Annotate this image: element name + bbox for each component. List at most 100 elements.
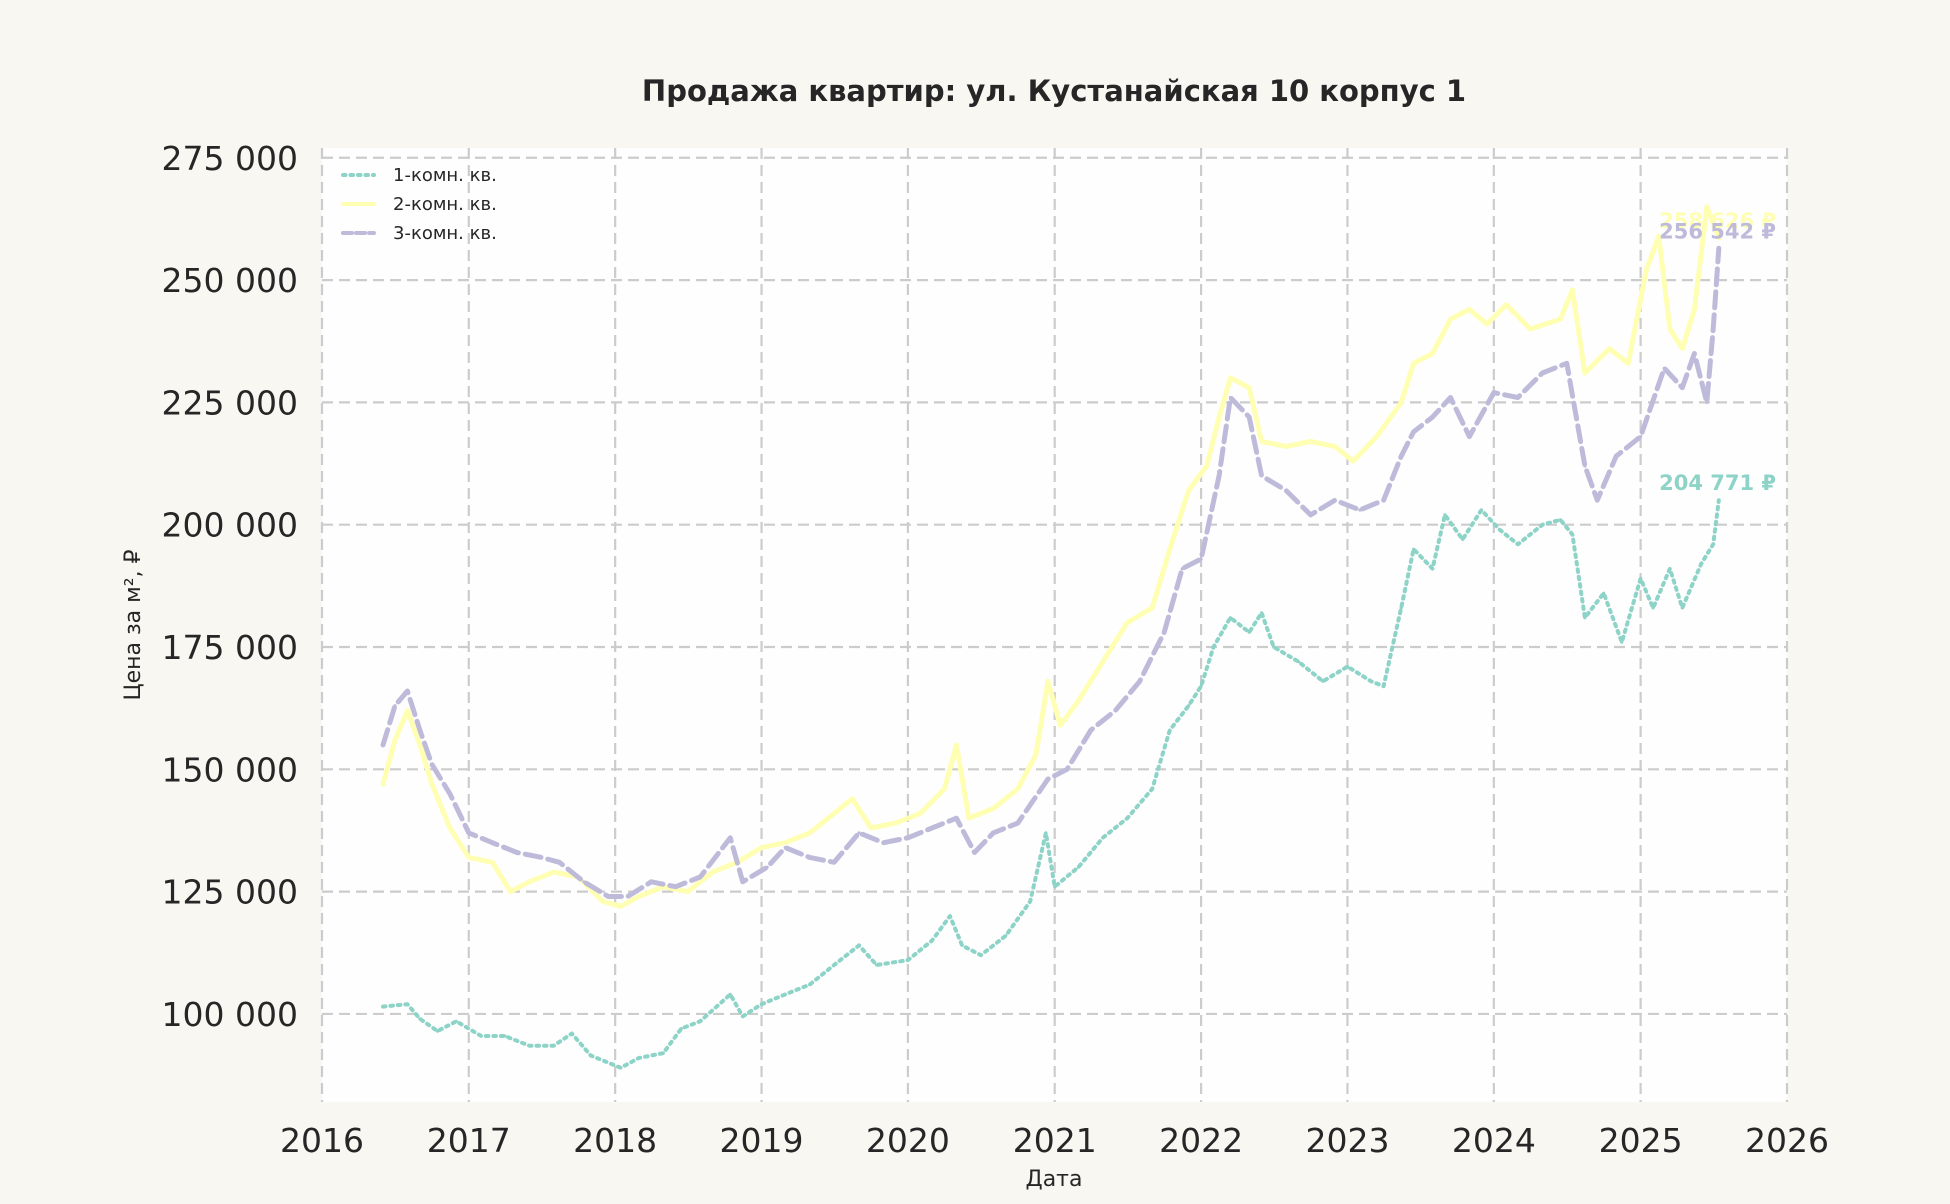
- data-point: [1595, 498, 1599, 502]
- data-point: [1583, 371, 1587, 375]
- data-point: [1046, 679, 1050, 683]
- data-point: [967, 816, 971, 820]
- x-tick-label: 2022: [1159, 1121, 1243, 1160]
- data-point: [1448, 317, 1453, 321]
- data-point: [1492, 391, 1496, 395]
- legend-item: 3-комн. кв.: [341, 223, 497, 244]
- x-tick-label: 2018: [573, 1121, 657, 1160]
- data-point: [1345, 665, 1350, 669]
- legend-item: 1-комн. кв.: [341, 165, 497, 186]
- y-tick-label: 150 000: [162, 750, 298, 789]
- data-point: [1717, 498, 1721, 502]
- y-tick-label: 200 000: [162, 506, 298, 545]
- data-point: [1639, 576, 1643, 581]
- x-axis-label: Дата: [1026, 1167, 1083, 1192]
- data-point: [1412, 547, 1416, 551]
- data-point: [1565, 361, 1569, 365]
- data-point: [1558, 317, 1562, 321]
- data-point: [1461, 537, 1465, 542]
- data-point: [430, 762, 434, 767]
- data-point: [454, 1019, 458, 1023]
- data-point: [1711, 542, 1715, 546]
- data-point: [557, 860, 562, 864]
- data-point: [1668, 567, 1672, 571]
- data-point: [1113, 709, 1117, 713]
- y-tick-label: 250 000: [162, 261, 298, 300]
- series-3: [380, 245, 1722, 899]
- data-point: [1570, 532, 1574, 537]
- data-point: [527, 1044, 531, 1048]
- y-tick-label: 275 000: [162, 139, 298, 178]
- data-point: [1076, 865, 1080, 869]
- data-point: [728, 836, 732, 840]
- data-point: [918, 811, 923, 816]
- series-1: [381, 498, 1721, 1070]
- data-point: [1516, 542, 1520, 546]
- data-point: [381, 782, 385, 786]
- legend-label: 3-комн. кв.: [393, 223, 497, 244]
- data-point: [832, 963, 836, 967]
- data-point: [942, 787, 947, 791]
- x-tick-label: 2021: [1013, 1121, 1097, 1160]
- data-point: [1150, 787, 1154, 791]
- x-axis-ticks: 2016 2017 2018 2019 2020 2021 2022 2023 2024 2025…: [280, 1121, 1829, 1160]
- data-point: [1358, 508, 1362, 512]
- data-point: [741, 880, 745, 884]
- data-point: [906, 958, 910, 962]
- data-point: [539, 855, 544, 860]
- data-point: [1044, 831, 1048, 835]
- data-point: [741, 1014, 745, 1019]
- y-tick-label: 225 000: [162, 383, 298, 422]
- data-point: [1467, 435, 1471, 439]
- data-point: [1162, 630, 1166, 634]
- data-point: [619, 904, 623, 908]
- data-point: [1296, 660, 1301, 664]
- data-point: [1443, 513, 1447, 517]
- data-point: [808, 855, 812, 860]
- data-point: [1247, 630, 1251, 634]
- data-point: [1217, 474, 1221, 478]
- data-point: [1211, 645, 1216, 649]
- y-tick-label: 125 000: [162, 873, 298, 912]
- legend-item: 2-комн. кв.: [341, 194, 497, 215]
- data-point: [661, 1051, 665, 1055]
- data-point: [728, 992, 732, 997]
- data-point: [1260, 474, 1264, 478]
- data-point: [1382, 498, 1386, 502]
- data-point: [503, 1034, 507, 1038]
- data-point: [418, 1017, 422, 1021]
- x-tick-label: 2016: [280, 1121, 364, 1160]
- data-point: [527, 880, 531, 884]
- data-point: [381, 1005, 385, 1009]
- y-axis-label: Цена за м², ₽: [121, 549, 146, 700]
- data-point: [430, 782, 434, 786]
- data-point: [1309, 439, 1313, 444]
- data-point: [1583, 464, 1587, 468]
- x-tick-label: 2026: [1745, 1121, 1829, 1160]
- data-point: [1101, 660, 1105, 664]
- data-point: [1626, 361, 1630, 365]
- data-point: [1705, 400, 1709, 404]
- grid: [320, 148, 1789, 1102]
- data-point: [381, 743, 385, 747]
- legend: 1-комн. кв. 2-комн. кв. 3-комн. кв.: [341, 165, 497, 244]
- data-point: [1028, 899, 1032, 904]
- data-point: [698, 1019, 702, 1023]
- data-point: [467, 855, 471, 860]
- data-point: [1004, 934, 1008, 938]
- data-point: [479, 1034, 483, 1038]
- data-point: [1692, 307, 1696, 311]
- data-point: [649, 880, 653, 884]
- data-point: [1138, 679, 1142, 683]
- data-point: [405, 689, 409, 693]
- chart-title: Продажа квартир: ул. Кустанайская 10 кор…: [642, 74, 1466, 108]
- data-point: [1668, 327, 1672, 331]
- data-point: [1101, 836, 1105, 840]
- series-2: [380, 204, 1722, 909]
- data-point: [1375, 435, 1379, 439]
- data-point: [1467, 307, 1471, 311]
- data-point: [1485, 322, 1489, 326]
- data-point: [1125, 621, 1129, 625]
- data-point: [1399, 400, 1403, 404]
